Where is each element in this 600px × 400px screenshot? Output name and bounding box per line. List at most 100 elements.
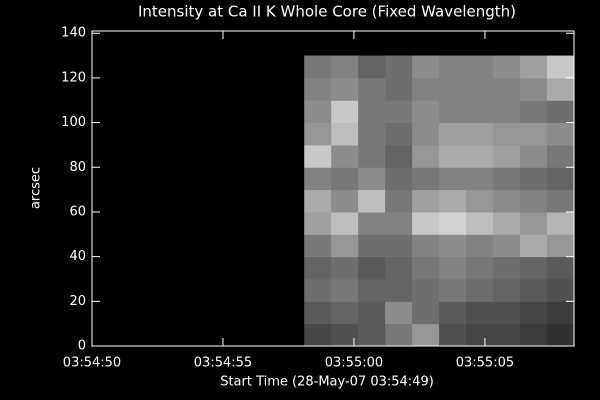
heatmap-cell: [520, 211, 548, 235]
heatmap-cell: [412, 122, 440, 146]
heatmap-cell: [493, 144, 521, 168]
heatmap-cell: [547, 256, 575, 280]
heatmap-cell: [547, 278, 575, 302]
heatmap-cell: [412, 77, 440, 101]
heatmap-cell: [547, 301, 575, 325]
heatmap-cell: [520, 122, 548, 146]
heatmap-cell: [331, 301, 359, 325]
heatmap-cell: [331, 189, 359, 213]
heatmap-cell: [493, 189, 521, 213]
heatmap-cell: [385, 278, 413, 302]
heatmap-cell: [331, 100, 359, 124]
heatmap-cell: [520, 189, 548, 213]
heatmap-cell: [304, 278, 332, 302]
heatmap-cell: [466, 211, 494, 235]
heatmap-cell: [412, 278, 440, 302]
x-axis-label: Start Time (28-May-07 03:54:49): [220, 375, 434, 390]
heatmap-cell: [493, 211, 521, 235]
x-tick-label: 03:55:00: [325, 356, 383, 371]
heatmap-cell: [304, 167, 332, 191]
heatmap-cell: [358, 234, 386, 258]
heatmap-cell: [547, 189, 575, 213]
heatmap-cell: [520, 144, 548, 168]
heatmap-cell: [358, 301, 386, 325]
heatmap-cell: [547, 100, 575, 124]
heatmap-cell: [304, 100, 332, 124]
heatmap-cell: [547, 211, 575, 235]
heatmap-cell: [439, 301, 467, 325]
heatmap-cell: [493, 278, 521, 302]
heatmap-cell: [385, 77, 413, 101]
heatmap-cell: [439, 167, 467, 191]
heatmap-cell: [493, 122, 521, 146]
heatmap-cell: [466, 234, 494, 258]
heatmap-cell: [358, 278, 386, 302]
x-tick-label: 03:55:05: [456, 356, 514, 371]
heatmap-cell: [412, 256, 440, 280]
y-tick-label: 100: [61, 115, 86, 130]
heatmap-cell: [385, 167, 413, 191]
heatmap-cell: [466, 256, 494, 280]
heatmap-cell: [304, 189, 332, 213]
heatmap-cell: [466, 55, 494, 79]
heatmap-cell: [358, 323, 386, 347]
heatmap-cell: [412, 144, 440, 168]
heatmap-cell: [304, 301, 332, 325]
heatmap-cell: [385, 55, 413, 79]
heatmap-cell: [547, 234, 575, 258]
heatmap-cell: [466, 301, 494, 325]
heatmap-cell: [439, 211, 467, 235]
heatmap-cell: [331, 144, 359, 168]
heatmap-cell: [547, 55, 575, 79]
heatmap-cell: [331, 211, 359, 235]
heatmap-cell: [412, 55, 440, 79]
heatmap-cell: [358, 100, 386, 124]
chart-title: Intensity at Ca II K Whole Core (Fixed W…: [138, 3, 516, 21]
y-tick-label: 80: [69, 160, 86, 175]
heatmap-cell: [385, 189, 413, 213]
heatmap-cell: [520, 234, 548, 258]
heatmap-cell: [412, 211, 440, 235]
heatmap-cell: [412, 323, 440, 347]
heatmap-cell: [385, 211, 413, 235]
heatmap-cell: [466, 323, 494, 347]
heatmap-cell: [439, 77, 467, 101]
heatmap-cell: [466, 100, 494, 124]
heatmap-cell: [493, 256, 521, 280]
heatmap-cell: [385, 301, 413, 325]
heatmap-cell: [466, 278, 494, 302]
heatmap-cell: [520, 301, 548, 325]
heatmap-cell: [439, 234, 467, 258]
heatmap-cell: [520, 100, 548, 124]
heatmap-cell: [466, 122, 494, 146]
y-axis-label: arcsec: [29, 167, 44, 209]
heatmap-cell: [493, 234, 521, 258]
y-tick-label: 20: [69, 294, 86, 309]
heatmap-cell: [520, 323, 548, 347]
heatmap-cell: [493, 55, 521, 79]
heatmap-cell: [358, 189, 386, 213]
heatmap-cell: [439, 189, 467, 213]
heatmap-cell: [331, 55, 359, 79]
y-tick-label: 60: [69, 204, 86, 219]
heatmap-cell: [547, 323, 575, 347]
heatmap-cell: [412, 167, 440, 191]
heatmap-cell: [412, 100, 440, 124]
heatmap-cell: [385, 100, 413, 124]
heatmap-cell: [493, 167, 521, 191]
heatmap-cell: [358, 55, 386, 79]
heatmap-cell: [466, 144, 494, 168]
heatmap-cell: [304, 211, 332, 235]
y-tick-label: 120: [61, 70, 86, 85]
heatmap-cell: [439, 323, 467, 347]
heatmap-cell: [358, 256, 386, 280]
heatmap-cell: [439, 100, 467, 124]
heatmap-cell: [304, 234, 332, 258]
heatmap-cell: [520, 278, 548, 302]
heatmap-cell: [304, 323, 332, 347]
heatmap-cell: [412, 301, 440, 325]
heatmap-cell: [331, 167, 359, 191]
heatmap-cell: [439, 55, 467, 79]
heatmap-cell: [439, 144, 467, 168]
